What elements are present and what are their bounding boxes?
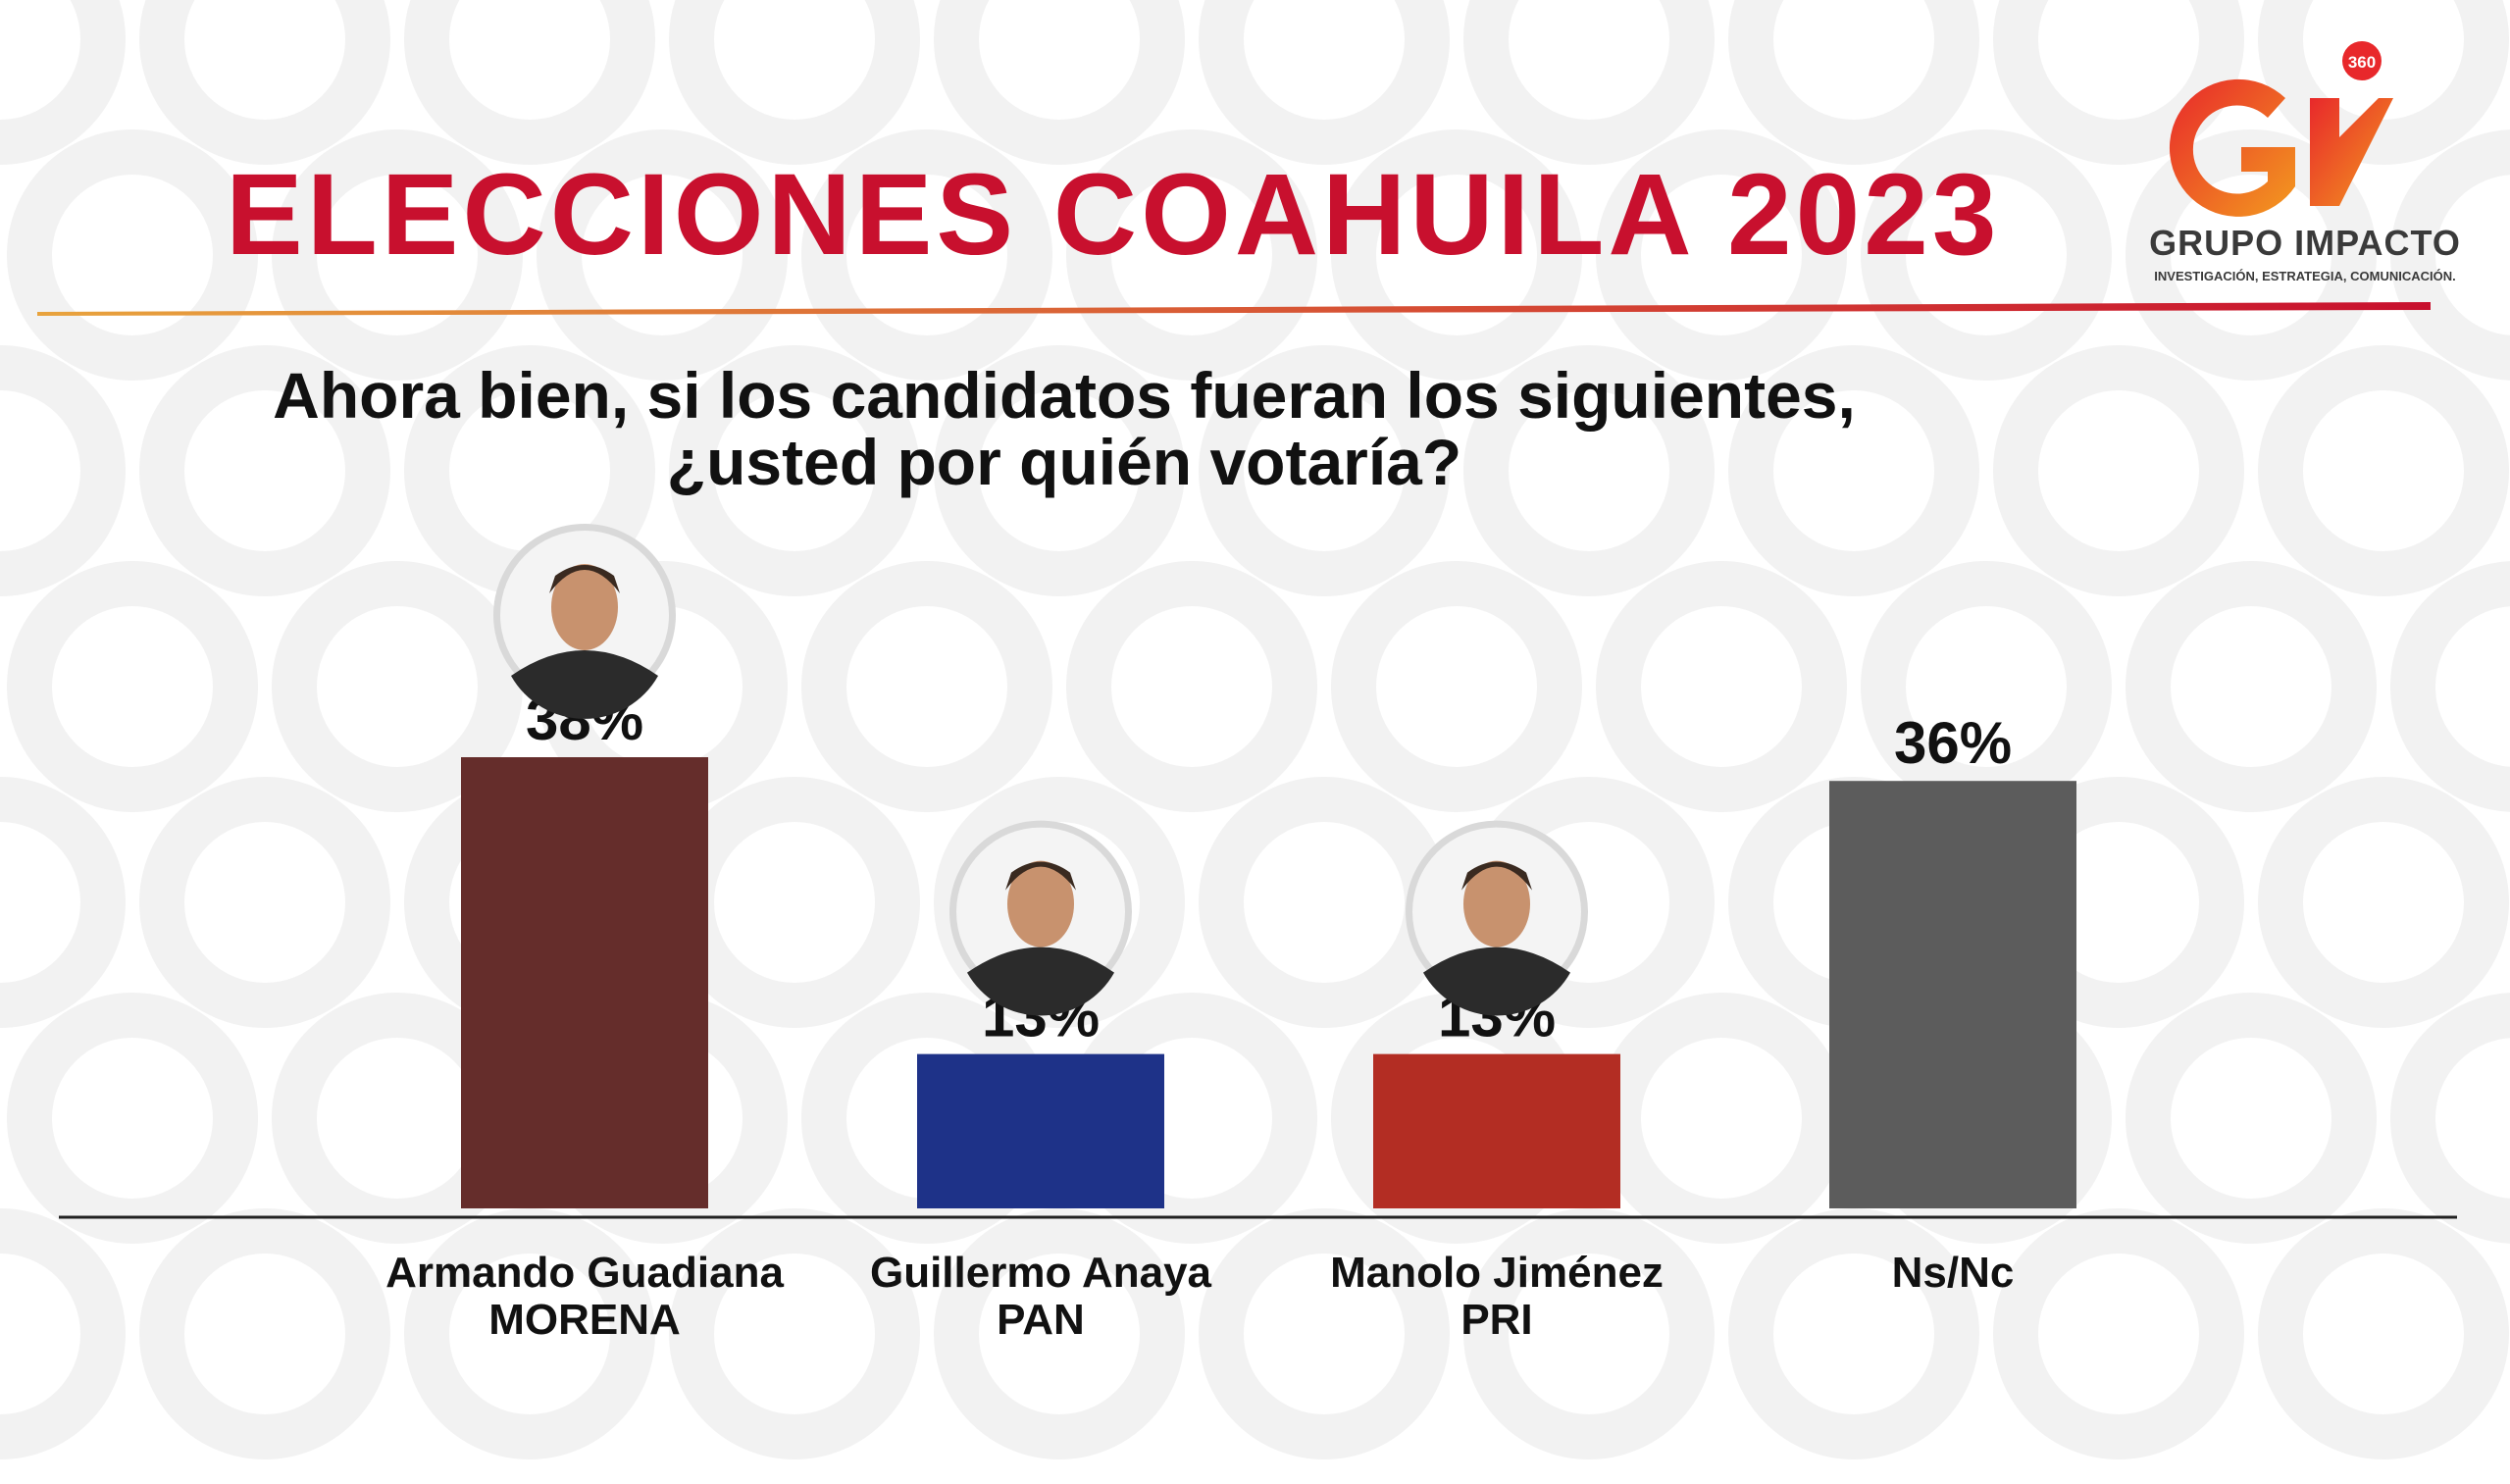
pattern-shape	[1463, 0, 1715, 165]
pattern-shape	[934, 345, 1185, 596]
pattern-shape	[139, 1208, 390, 1459]
pattern-shape	[2258, 345, 2509, 596]
pattern-shape	[1993, 0, 2244, 165]
pattern-shape	[1728, 345, 1979, 596]
grupo-impacto-logo: 360	[2169, 41, 2393, 217]
question-line-2: ¿usted por quién votaría?	[666, 426, 1462, 498]
pattern-shape	[801, 129, 1052, 381]
pattern-shape	[1066, 129, 1317, 381]
pattern-shape	[0, 1208, 126, 1459]
logo-badge: 360	[2348, 53, 2376, 72]
pattern-shape	[1199, 345, 1450, 596]
page-title: ELECCIONES COAHUILA 2023	[226, 150, 2001, 280]
pattern-shape	[1861, 129, 2112, 381]
pattern-shape	[1993, 345, 2244, 596]
pattern-shape	[1596, 129, 1847, 381]
candidate-photo	[493, 524, 676, 719]
pattern-shape	[2390, 993, 2510, 1244]
pattern-shape	[1331, 129, 1582, 381]
pattern-shape	[537, 129, 788, 381]
pattern-shape	[7, 129, 258, 381]
pattern-shape	[272, 561, 523, 812]
pattern-shape	[934, 0, 1185, 165]
pattern-shape	[139, 345, 390, 596]
pattern-shape	[2258, 0, 2509, 165]
pattern-shape	[139, 0, 390, 165]
pattern-shape	[1331, 561, 1582, 812]
pattern-shape	[7, 993, 258, 1244]
pattern-shape	[1199, 0, 1450, 165]
category-label: Manolo Jiménez	[1330, 1249, 1664, 1297]
logo-tagline: INVESTIGACIÓN, ESTRATEGIA, COMUNICACIÓN.	[2154, 269, 2456, 283]
pattern-shape	[1728, 1208, 1979, 1459]
pattern-shape	[272, 129, 523, 381]
value-label: 36%	[1894, 710, 2012, 776]
pattern-shape	[1199, 1208, 1450, 1459]
pattern-shape	[7, 561, 258, 812]
pattern-shape	[2126, 561, 2377, 812]
bar-2	[917, 1053, 1164, 1208]
pattern-shape	[404, 1208, 655, 1459]
logo-name: GRUPO IMPACTO	[2149, 223, 2461, 263]
party-label: PRI	[1460, 1296, 1532, 1344]
party-label: PAN	[997, 1296, 1085, 1344]
pattern-shape	[1728, 0, 1979, 165]
pattern-shape	[1993, 1208, 2244, 1459]
pattern-shape	[139, 777, 390, 1028]
pattern-shape	[0, 345, 126, 596]
pattern-shape	[669, 345, 920, 596]
party-label: MORENA	[488, 1296, 681, 1344]
pattern-shape	[1066, 561, 1317, 812]
pattern-shape	[2126, 993, 2377, 1244]
pattern-shape	[1596, 561, 1847, 812]
pattern-shape	[404, 0, 655, 165]
pattern-shape	[1463, 345, 1715, 596]
bar-3	[1373, 1053, 1620, 1208]
pattern-shape	[2390, 561, 2510, 812]
candidate-photo	[949, 820, 1132, 1016]
pattern-shape	[669, 1208, 920, 1459]
pattern-shape	[0, 0, 126, 165]
pattern-shape	[1463, 1208, 1715, 1459]
pattern-shape	[0, 777, 126, 1028]
pattern-shape	[801, 561, 1052, 812]
bar-1	[461, 757, 708, 1208]
pattern-shape	[669, 0, 920, 165]
category-label: Armando Guadiana	[385, 1249, 784, 1297]
bar-4	[1829, 781, 2076, 1208]
pattern-shape	[2258, 777, 2509, 1028]
title-underline	[37, 302, 2431, 316]
pattern-shape	[2390, 129, 2510, 381]
question-line-1: Ahora bien, si los candidatos fueran los…	[273, 359, 1856, 432]
category-label: Guillermo Anaya	[870, 1249, 1212, 1297]
pattern-shape	[934, 1208, 1185, 1459]
category-label: Ns/Nc	[1892, 1249, 2015, 1297]
candidate-photo	[1406, 820, 1588, 1016]
pattern-shape	[2258, 1208, 2509, 1459]
